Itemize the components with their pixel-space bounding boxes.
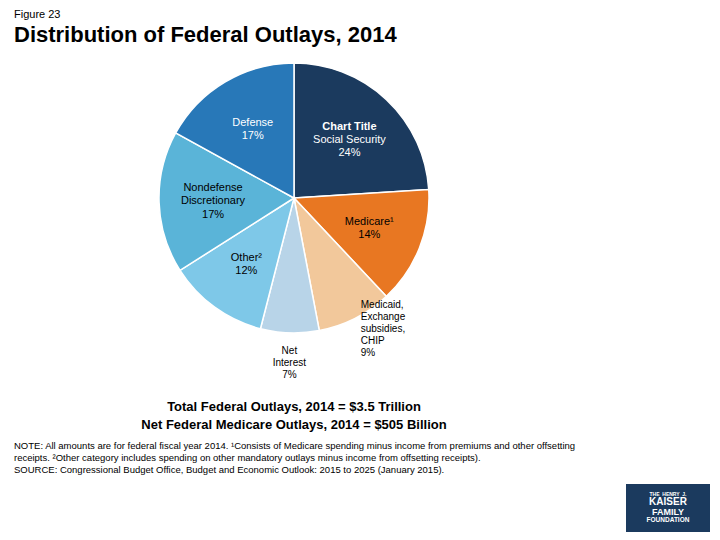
logo: THE HENRY J.KAISERFAMILYFOUNDATION (626, 484, 710, 532)
slice (176, 63, 294, 198)
data-label: 7% (282, 369, 297, 380)
logo-text: KAISER (626, 497, 710, 508)
slice-label: NetInterest (273, 345, 307, 368)
slice-label: Other² (231, 251, 263, 263)
footnote: Total Federal Outlays, 2014 = $3.5 Trill… (14, 398, 574, 416)
data-label: 17% (202, 208, 224, 220)
slice-label: Medicare¹ (345, 215, 394, 227)
slice-label: Defense (232, 116, 273, 128)
slice-annotation: Chart Title (322, 120, 376, 132)
slice (294, 63, 429, 198)
data-label: 14% (358, 228, 380, 240)
labels: Chart TitleSocial Security24% Medicare¹14… (181, 116, 406, 380)
data-label: 9% (361, 347, 376, 358)
data-label: 17% (242, 129, 264, 141)
slices (159, 63, 429, 333)
page: Figure 23 Distribution of Federal Outlay… (0, 0, 720, 476)
figure-label: Figure 23 (14, 8, 706, 20)
pie-chart: Chart TitleSocial Security24% Medicare¹14… (34, 48, 634, 398)
footnote: Net Federal Medicare Outlays, 2014 = $50… (14, 416, 574, 434)
data-label: 24% (338, 146, 360, 158)
slice-label: NondefenseDiscretionary (181, 181, 246, 206)
logo-text: FAMILY (626, 508, 710, 517)
slice-label: Social Security (313, 133, 386, 145)
title: Distribution of Federal Outlays, 2014 (14, 22, 706, 48)
logo-text: FOUNDATION (626, 517, 710, 524)
slice-label: Medicaid,Exchangesubsidies,CHIP (361, 299, 406, 346)
data-label: 12% (235, 264, 257, 276)
note: NOTE: All amounts are for federal fiscal… (14, 440, 604, 476)
